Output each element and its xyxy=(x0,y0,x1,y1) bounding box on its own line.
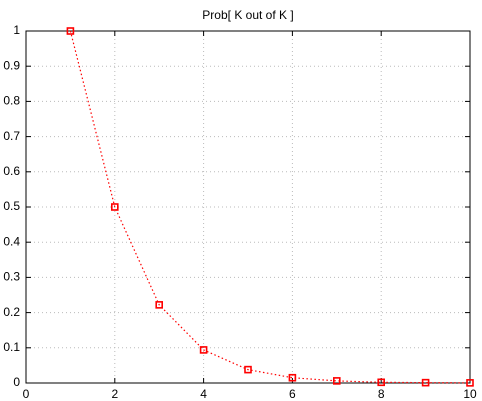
plot-frame xyxy=(25,30,471,384)
y-tick-label: 0.7 xyxy=(3,129,20,143)
data-marker xyxy=(111,203,119,211)
data-marker xyxy=(66,27,75,35)
y-tick-label: 0.6 xyxy=(3,164,20,178)
y-tick-label: 0.8 xyxy=(3,94,20,108)
y-tick-label: 0.2 xyxy=(3,305,20,319)
y-tick-label: 0.4 xyxy=(3,234,20,248)
y-tick-label: 0 xyxy=(13,375,20,389)
data-marker xyxy=(244,365,252,374)
data-marker xyxy=(199,346,208,354)
data-marker xyxy=(377,378,386,387)
chart-title: Prob[ K out of K ] xyxy=(202,8,293,22)
data-marker xyxy=(155,301,163,309)
x-tick-label: 2 xyxy=(111,387,118,401)
x-tick-label: 0 xyxy=(23,387,30,401)
x-tick-label: 10 xyxy=(463,387,477,401)
data-marker xyxy=(332,377,341,385)
y-tick-label: 0.5 xyxy=(3,199,20,213)
data-marker xyxy=(466,379,474,387)
y-tick-label: 0.1 xyxy=(3,340,20,354)
data-line xyxy=(69,30,471,384)
y-tick-label: 1 xyxy=(13,23,20,37)
data-marker xyxy=(421,378,430,387)
x-tick-label: 4 xyxy=(200,387,207,401)
data-marker xyxy=(288,373,297,382)
x-tick-label: 6 xyxy=(289,387,296,401)
y-tick-label: 0.3 xyxy=(3,270,20,284)
y-tick-label: 0.9 xyxy=(3,58,20,72)
x-tick-label: 8 xyxy=(378,387,385,401)
